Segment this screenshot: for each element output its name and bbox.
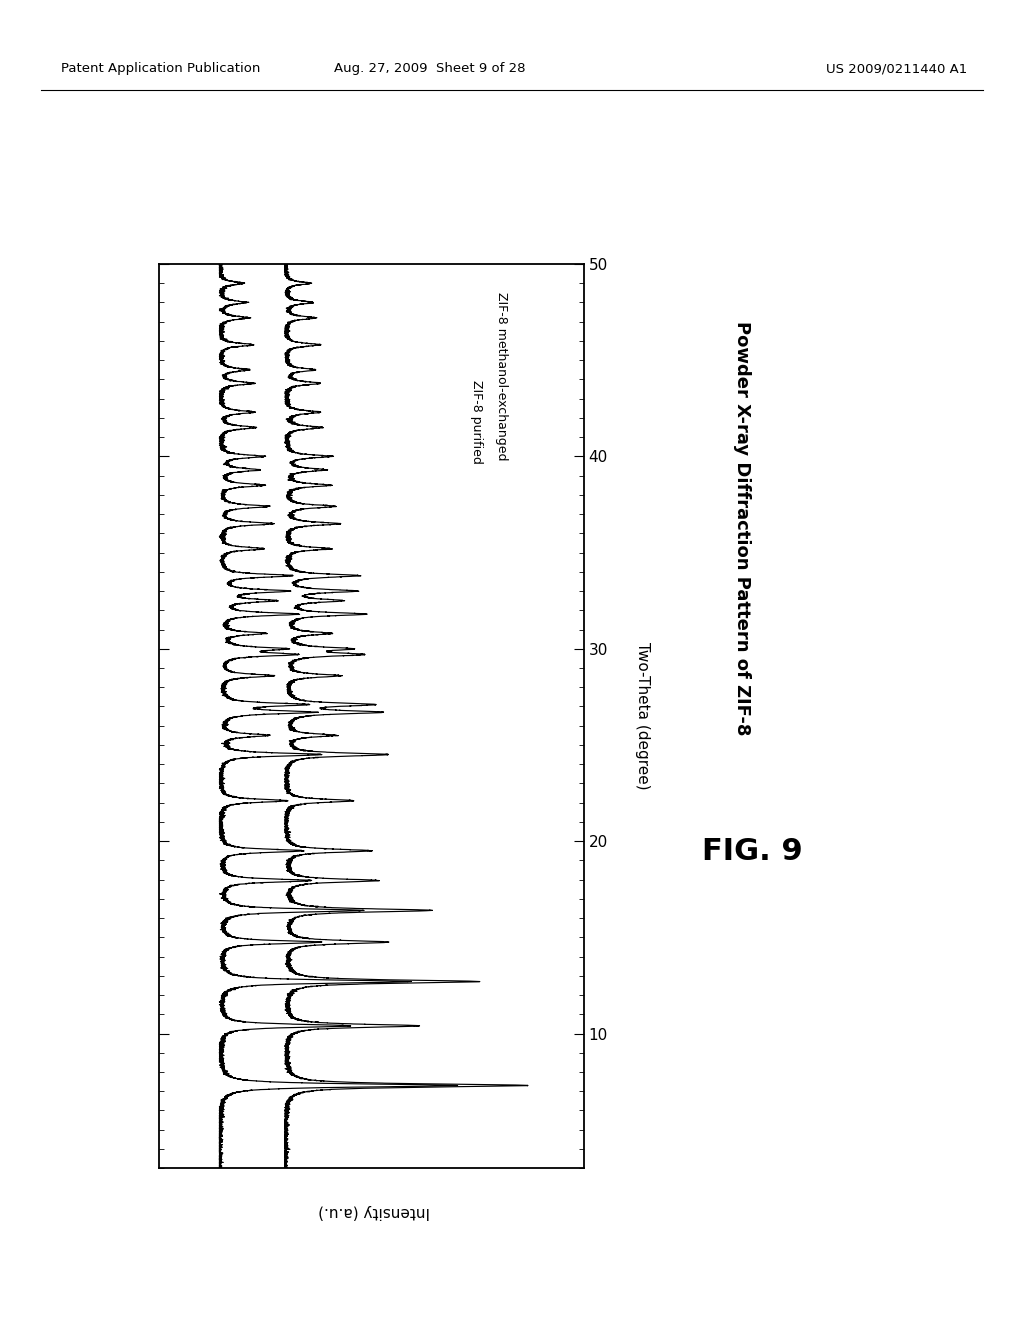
Text: Aug. 27, 2009  Sheet 9 of 28: Aug. 27, 2009 Sheet 9 of 28 — [334, 62, 526, 75]
Text: Intensity (a.u.): Intensity (a.u.) — [317, 1204, 430, 1220]
Y-axis label: Two-Theta (degree): Two-Theta (degree) — [635, 643, 649, 789]
Text: ZIF-8 purified: ZIF-8 purified — [470, 380, 482, 465]
Text: US 2009/0211440 A1: US 2009/0211440 A1 — [826, 62, 968, 75]
Text: ZIF-8 methanol-exchanged: ZIF-8 methanol-exchanged — [496, 292, 508, 461]
Text: Patent Application Publication: Patent Application Publication — [61, 62, 261, 75]
Text: Powder X-ray Diffraction Pattern of ZIF-8: Powder X-ray Diffraction Pattern of ZIF-… — [733, 321, 752, 735]
Text: FIG. 9: FIG. 9 — [702, 837, 803, 866]
